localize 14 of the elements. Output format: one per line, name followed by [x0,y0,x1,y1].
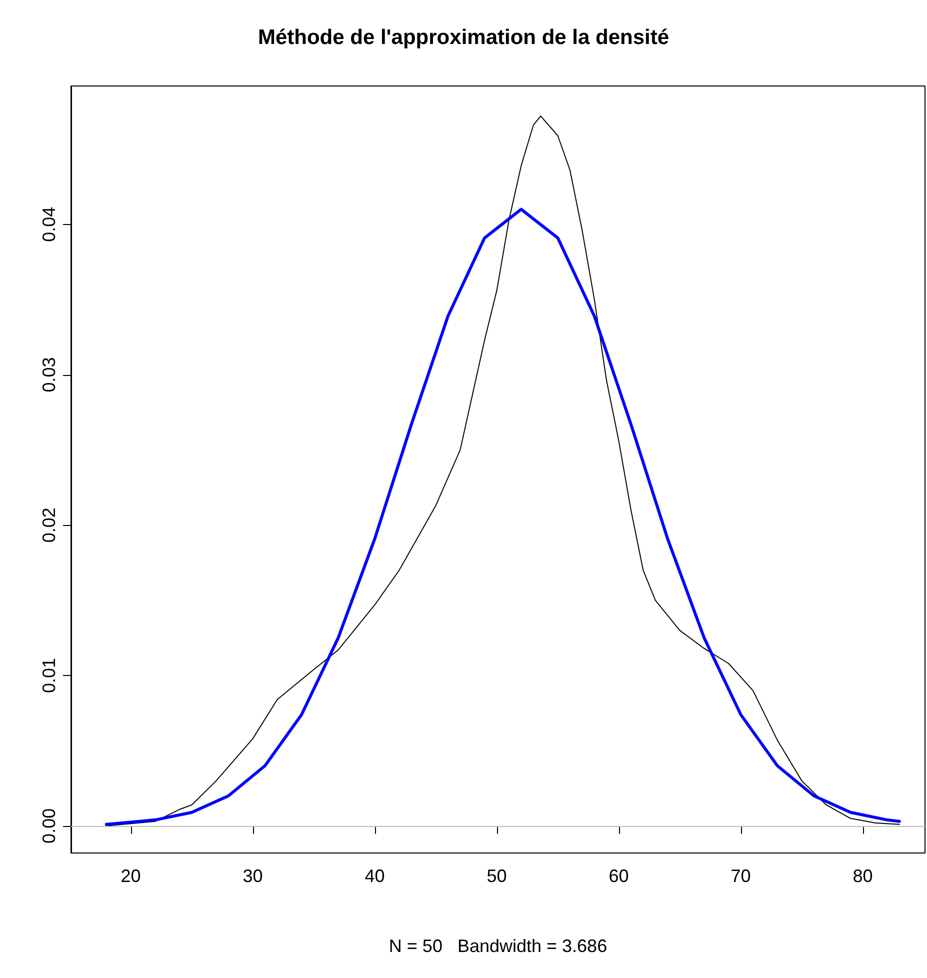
y-tick-label: 0.03 [39,357,59,392]
x-tick-label: 30 [242,866,263,886]
y-tick-label: 0.02 [39,508,59,543]
x-axis-title: N = 50 Bandwidth = 3.686 [388,936,608,956]
x-tick-label: 60 [608,866,629,886]
y-tick-label: 0.00 [39,808,59,844]
x-tick-label: 50 [486,866,507,886]
chart-title: Méthode de l'approximation de la densité [258,26,670,49]
x-tick-label: 20 [120,866,141,886]
x-tick-label: 40 [364,866,385,886]
y-tick-label: 0.01 [39,658,59,694]
y-tick-label: 0.04 [39,206,59,242]
x-tick-label: 70 [730,866,751,886]
x-tick-label: 80 [852,866,873,886]
